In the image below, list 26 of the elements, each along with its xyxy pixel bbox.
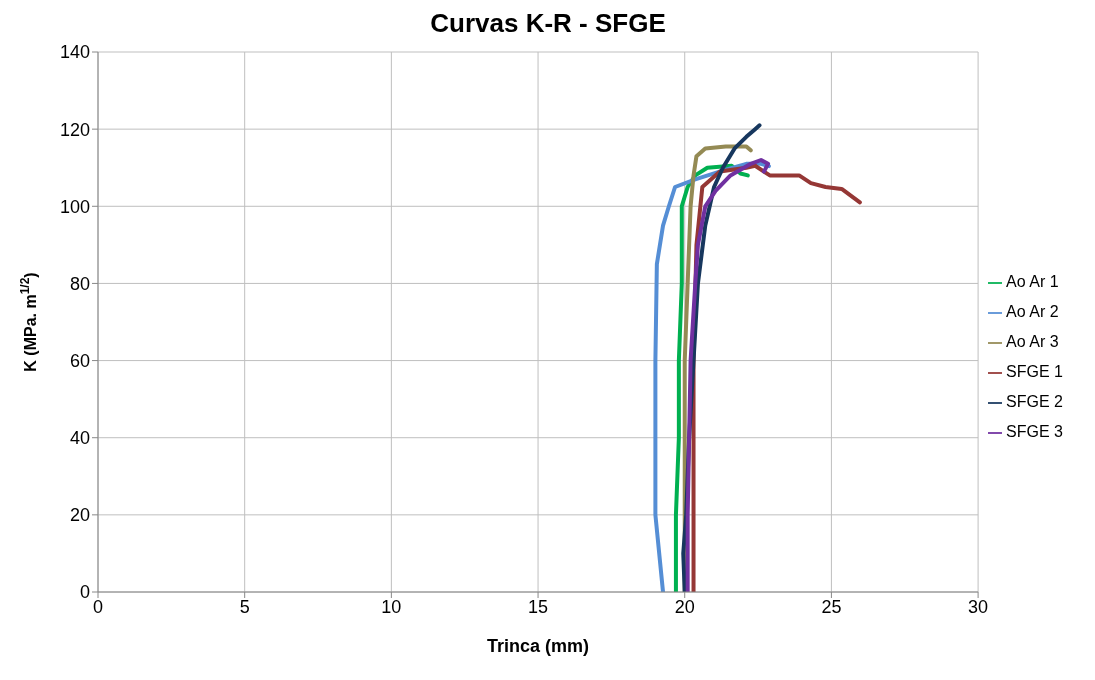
line-series: [685, 158, 771, 592]
x-tick-label: 25: [821, 596, 842, 617]
line-series: [673, 163, 750, 592]
x-tick-label: 0: [92, 596, 104, 617]
legend-label: SFGE 1: [1006, 363, 1063, 380]
x-tick-label: 30: [968, 596, 989, 617]
y-tick-label: 100: [59, 196, 90, 217]
y-tick-label: 80: [69, 273, 90, 294]
x-tick-label: 5: [239, 596, 250, 617]
y-tick-label: 140: [59, 42, 90, 63]
legend-label: SFGE 2: [1006, 393, 1063, 410]
x-tick-label: 20: [674, 596, 695, 617]
y-tick-label: 120: [59, 119, 90, 140]
y-tick-label: 40: [69, 428, 90, 449]
legend-label: SFGE 3: [1006, 423, 1063, 440]
legend-label: Ao Ar 1: [1006, 273, 1059, 290]
x-axis-title: Trinca (mm): [487, 636, 590, 656]
y-tick-label: 20: [69, 505, 90, 526]
line-series: [653, 161, 771, 592]
y-tick-label: 60: [69, 350, 90, 371]
chart-title: Curvas K-R - SFGE: [429, 8, 667, 40]
y-tick-label: 0: [79, 582, 90, 603]
x-tick-label: 10: [381, 596, 402, 617]
legend-label: Ao Ar 2: [1006, 303, 1059, 320]
legend-label: Ao Ar 3: [1006, 333, 1059, 350]
x-tick-label: 15: [528, 596, 549, 617]
